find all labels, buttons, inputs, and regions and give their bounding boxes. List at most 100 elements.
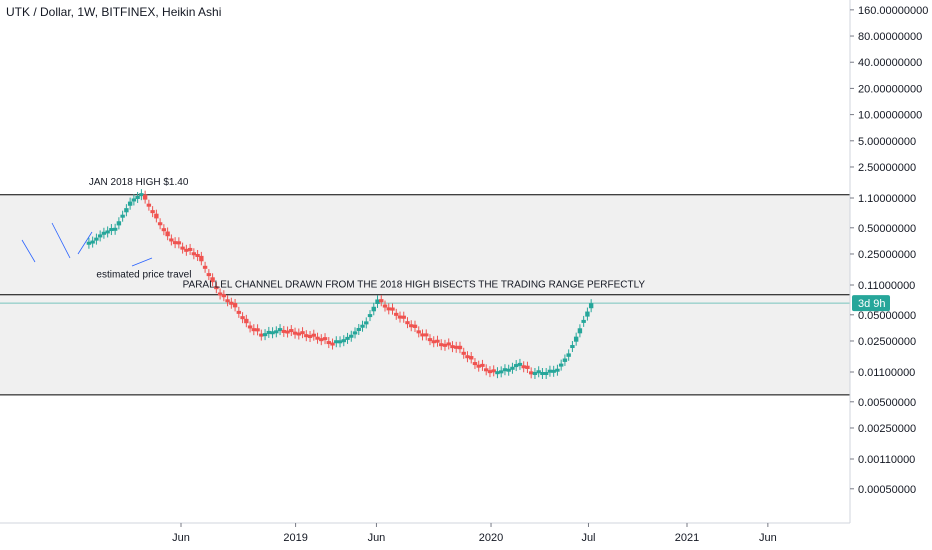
candle-body (364, 321, 369, 325)
candle-body (487, 370, 493, 374)
candle-body (150, 210, 155, 214)
candle-body (345, 336, 350, 340)
candle-body (573, 336, 579, 342)
candle-body (304, 334, 309, 338)
candle-body (566, 353, 571, 357)
candle-body (97, 234, 103, 238)
candle-body (232, 302, 238, 308)
candle-body (352, 331, 358, 335)
candle-body (585, 311, 590, 317)
candle-body (296, 332, 301, 336)
arrow-line (131, 257, 153, 267)
candle-body (322, 337, 328, 341)
y-tick-label: 0.00500000 (858, 397, 916, 409)
candle-body (142, 194, 148, 200)
x-tick-label: Jun (759, 532, 777, 544)
candle-body (300, 331, 305, 335)
price-travel-arrows (21, 222, 153, 267)
candle-body (330, 342, 335, 346)
candle-body (109, 228, 114, 232)
candle-body (116, 221, 122, 226)
candle-body (484, 368, 489, 372)
candle-body (154, 213, 159, 219)
candle-body (157, 222, 163, 226)
candle-body (577, 328, 583, 334)
candle-body (94, 237, 99, 241)
candle-body (525, 365, 530, 369)
x-tick-label: Jun (368, 532, 386, 544)
candle-body (334, 340, 339, 344)
candle-body (289, 329, 294, 333)
candle-body (337, 340, 343, 344)
candle-body (521, 365, 526, 369)
candle-body (570, 345, 575, 349)
candle-body (120, 214, 125, 218)
candle-body (416, 330, 421, 334)
candle-body (450, 345, 455, 349)
candle-body (375, 299, 380, 304)
candle-body (202, 265, 208, 269)
y-tick-label: 0.00250000 (858, 423, 916, 435)
candle-body (401, 315, 406, 319)
candle-body (562, 358, 568, 362)
candle-body (424, 333, 429, 337)
candle-body (543, 372, 549, 375)
candle-body (262, 333, 268, 337)
x-tick-label: Jul (581, 532, 595, 544)
candle-body (536, 370, 541, 374)
y-tick-label: 2.50000000 (858, 162, 916, 174)
candle-body (146, 203, 152, 207)
candle-body (229, 301, 234, 305)
candle-body (105, 230, 110, 234)
candle-body (214, 286, 219, 290)
annotation-2: PARALLEL CHANNEL DRAWN FROM THE 2018 HIG… (183, 279, 646, 290)
candle-body (367, 314, 373, 318)
candle-body (217, 292, 223, 296)
candle-body (191, 252, 197, 256)
candle-body (292, 331, 298, 335)
y-tick-label: 1.10000000 (858, 193, 916, 205)
arrow-line (51, 222, 71, 259)
annotation-1: estimated price travel (96, 269, 191, 280)
candle-body (139, 193, 144, 197)
candle-body (371, 306, 376, 312)
candle-body (319, 338, 324, 342)
candle-body (187, 247, 193, 251)
candle-body (135, 195, 140, 199)
candle-body (476, 364, 481, 368)
candle-body (315, 336, 320, 340)
candle-body (469, 356, 474, 360)
candle-body (210, 277, 215, 283)
y-tick-label: 160.00000000 (858, 5, 928, 17)
candle-body (386, 307, 391, 311)
candle-body (311, 333, 316, 337)
price-badge (852, 295, 890, 312)
x-tick-label: Jun (172, 532, 190, 544)
candle-body (558, 363, 564, 367)
candle-body (454, 345, 459, 349)
y-tick-label: 0.00110000 (858, 454, 915, 466)
candle-body (517, 362, 523, 366)
candle-body (412, 324, 418, 328)
y-tick-label: 10.00000000 (858, 110, 922, 122)
y-tick-label: 0.11000000 (858, 280, 915, 292)
candle-body (446, 342, 451, 346)
candle-body (427, 338, 433, 342)
candle-body (255, 328, 260, 332)
candle-body (165, 231, 170, 237)
candles (86, 189, 594, 379)
candle-body (588, 303, 594, 309)
candle-body (349, 334, 354, 338)
candle-body (435, 339, 440, 343)
y-tick-label: 5.00000000 (858, 136, 916, 148)
candle-body (495, 371, 500, 375)
candle-body (472, 362, 478, 366)
x-tick-label: 2019 (283, 532, 307, 544)
candle-body (461, 351, 466, 355)
y-tick-label: 0.02500000 (858, 336, 916, 348)
candle-body (307, 335, 313, 339)
candle-body (244, 318, 249, 324)
candle-body (465, 355, 470, 359)
candle-body (480, 363, 485, 367)
